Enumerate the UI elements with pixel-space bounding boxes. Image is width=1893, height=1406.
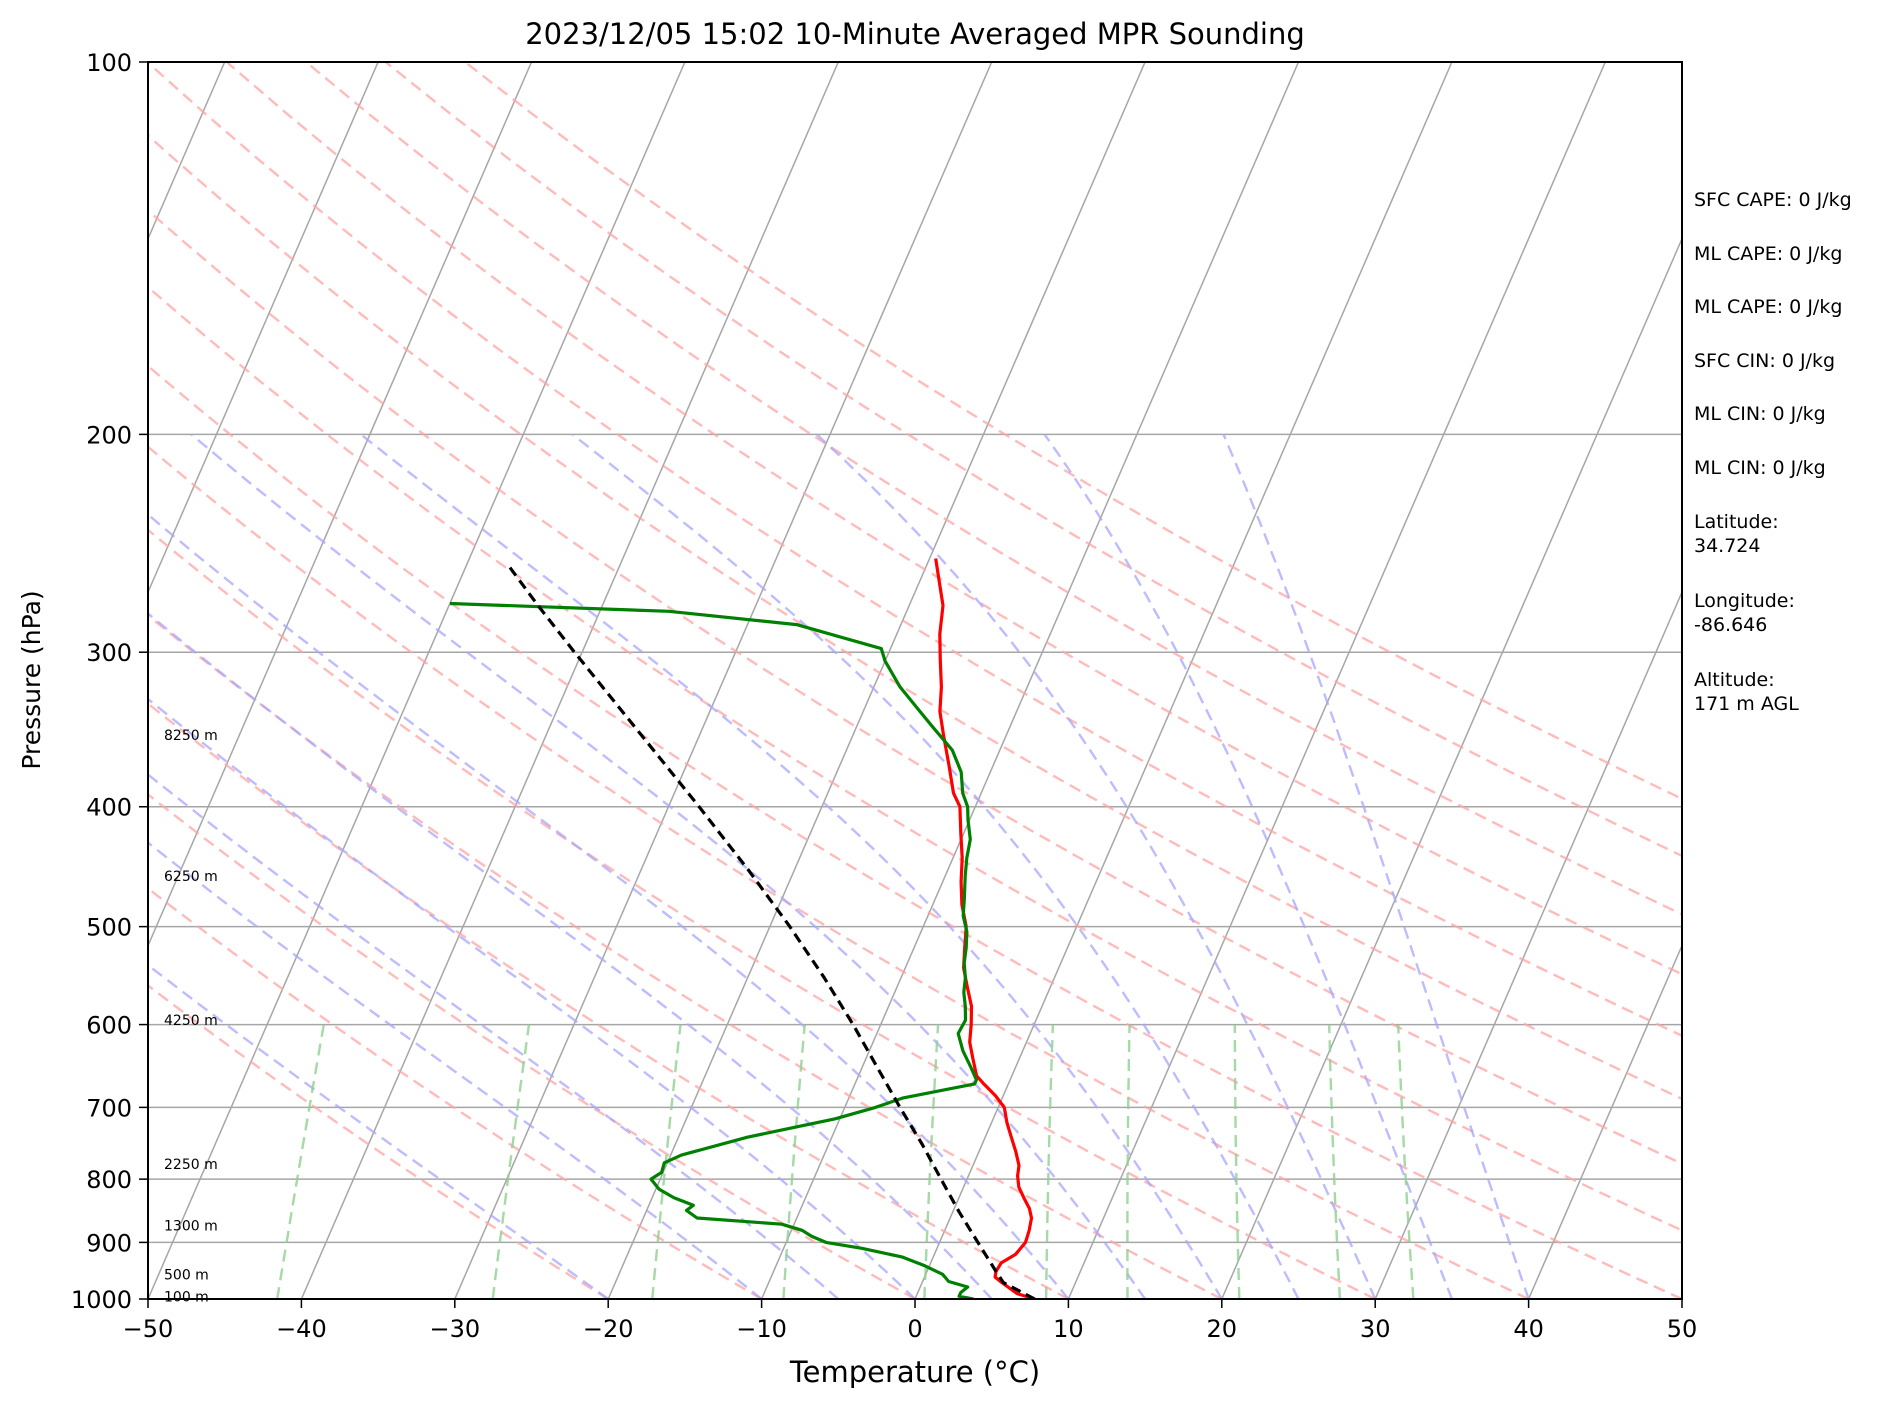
isotherm-line xyxy=(1374,590,1682,1299)
temperature-line xyxy=(934,558,1036,1299)
dry-adiabat-line xyxy=(148,886,763,1299)
isotherm-line xyxy=(148,62,686,1299)
isotherm-line xyxy=(148,62,533,948)
x-tick-label: −30 xyxy=(429,1315,480,1343)
isotherm-line xyxy=(914,62,1453,1299)
dry-adiabat-line xyxy=(148,702,1069,1299)
ml-cape-text: ML CAPE: 0 J/kg xyxy=(1694,243,1843,265)
latitude-value: 34.724 xyxy=(1694,535,1761,557)
dry-adiabat-line xyxy=(148,613,1223,1299)
dry-adiabat-line xyxy=(148,208,1682,1165)
mixing-ratio-line xyxy=(276,1024,325,1299)
moist-adiabat-line xyxy=(571,433,1300,1299)
mixing-ratio-line xyxy=(651,1024,682,1299)
moist-adiabat-line xyxy=(148,841,763,1299)
y-tick-label: 200 xyxy=(86,421,132,449)
altitude-label: Altitude: xyxy=(1694,669,1775,691)
mixing-ratio-line xyxy=(1328,1024,1342,1299)
mixing-ratio-line xyxy=(1233,1024,1241,1299)
height-label: 6250 m xyxy=(164,869,218,885)
x-tick-label: 30 xyxy=(1360,1315,1391,1343)
mixing-ratio-line xyxy=(1126,1024,1131,1299)
y-tick-label: 100 xyxy=(86,49,132,77)
x-axis-label: Temperature (°C) xyxy=(789,1355,1040,1389)
dry-adiabat-line xyxy=(305,62,1682,916)
mixing-ratio-line xyxy=(1044,1024,1055,1299)
dry-adiabat-line xyxy=(148,364,1682,1299)
longitude-value: -86.646 xyxy=(1694,614,1768,636)
isotherm-line xyxy=(1067,62,1606,1299)
isotherm-line xyxy=(148,62,379,595)
y-tick-label: 600 xyxy=(86,1012,132,1040)
dry-adiabat-line xyxy=(148,62,1682,1038)
mixing-ratio-line xyxy=(491,1024,531,1299)
height-label: 100 m xyxy=(164,1289,209,1305)
y-tick-label: 1000 xyxy=(71,1286,132,1314)
dry-adiabat-line xyxy=(225,62,1682,976)
y-tick-label: 900 xyxy=(86,1229,132,1257)
dry-adiabat-line xyxy=(148,528,1376,1299)
moist-adiabat-line xyxy=(190,433,1147,1299)
isotherm-line xyxy=(454,62,993,1299)
moist-adiabat-line xyxy=(148,697,916,1299)
dry-adiabat-line xyxy=(384,62,1682,858)
dry-adiabat-line xyxy=(148,133,1682,1101)
dry-adiabat-line xyxy=(148,445,1530,1299)
parcel-profile-line xyxy=(506,563,1036,1299)
moist-adiabat-line xyxy=(360,433,1223,1299)
height-label: 8250 m xyxy=(164,728,218,744)
y-tick-label: 800 xyxy=(86,1166,132,1194)
moist-adiabat-line xyxy=(148,611,993,1299)
moist-adiabat-line xyxy=(1043,433,1454,1299)
moist-adiabat-line xyxy=(815,433,1377,1299)
x-tick-label: −50 xyxy=(123,1315,174,1343)
mixing-ratio-line xyxy=(923,1024,940,1299)
sfc-cape-text: SFC CAPE: 0 J/kg xyxy=(1694,189,1852,211)
dewpoint-line xyxy=(449,601,978,1299)
isotherm-line xyxy=(1527,943,1682,1299)
plot-frame xyxy=(147,61,1683,1300)
background-lines xyxy=(148,62,1682,1299)
ml-cape-text-2: ML CAPE: 0 J/kg xyxy=(1694,296,1843,318)
isotherm-line xyxy=(760,62,1300,1299)
chart-title: 2023/12/05 15:02 10-Minute Averaged MPR … xyxy=(525,17,1305,51)
x-tick-label: 20 xyxy=(1207,1315,1238,1343)
x-tick-label: 0 xyxy=(907,1315,922,1343)
y-tick-label: 400 xyxy=(86,794,132,822)
isotherm-line xyxy=(1221,236,1682,1299)
ml-cin-text: ML CIN: 0 J/kg xyxy=(1694,403,1826,425)
dry-adiabat-line xyxy=(148,984,609,1299)
altitude-value: 171 m AGL xyxy=(1694,693,1799,715)
x-tick-label: 40 xyxy=(1513,1315,1544,1343)
x-tick-label: 50 xyxy=(1667,1315,1698,1343)
sfc-cin-text: SFC CIN: 0 J/kg xyxy=(1694,350,1836,372)
dry-adiabat-line xyxy=(148,285,1682,1232)
ml-cin-text-2: ML CIN: 0 J/kg xyxy=(1694,457,1826,479)
moist-adiabat-line xyxy=(1222,433,1530,1299)
longitude-label: Longitude: xyxy=(1694,590,1795,612)
x-tick-label: −20 xyxy=(583,1315,634,1343)
y-tick-label: 700 xyxy=(86,1094,132,1122)
x-tick-label: −40 xyxy=(276,1315,327,1343)
mixing-ratio-line xyxy=(782,1024,806,1299)
axes: −50 −40 −30 −20 −10 0 10 20 30 40 50 100 200 300 400 50… xyxy=(71,49,1697,1343)
y-tick-label: 300 xyxy=(86,639,132,667)
height-label: 2250 m xyxy=(164,1157,218,1173)
x-tick-label: −10 xyxy=(736,1315,787,1343)
isotherm-line xyxy=(300,62,839,1299)
height-label: 1300 m xyxy=(164,1218,218,1234)
mixing-ratio-line xyxy=(1397,1024,1415,1299)
moist-adiabat-line xyxy=(148,513,1070,1299)
height-labels: 8250 m 6250 m 4250 m 2250 m 1300 m 500 m 100 m xyxy=(164,728,218,1305)
y-tick-label: 500 xyxy=(86,914,132,942)
y-axis-label: Pressure (hPa) xyxy=(17,590,46,769)
height-label: 4250 m xyxy=(164,1013,218,1029)
data-traces xyxy=(449,558,1036,1299)
latitude-label: Latitude: xyxy=(1694,511,1779,533)
isotherm-line xyxy=(607,62,1146,1299)
height-label: 500 m xyxy=(164,1267,209,1283)
dry-adiabat-line xyxy=(148,792,916,1299)
x-tick-label: 10 xyxy=(1053,1315,1084,1343)
